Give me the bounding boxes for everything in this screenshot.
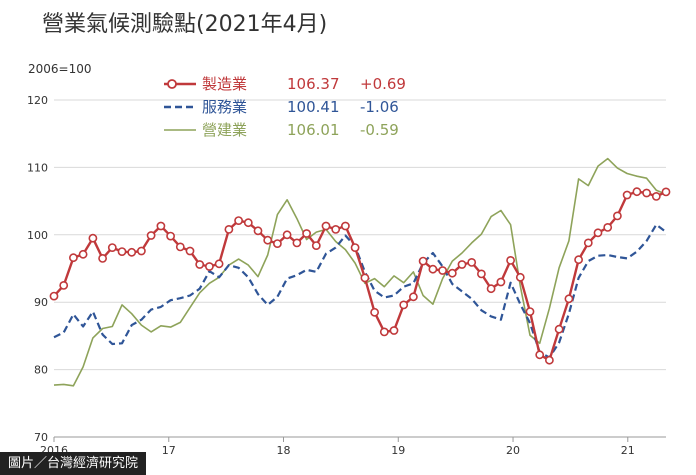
y-tick-label: 80	[34, 364, 48, 377]
data-point	[408, 292, 418, 302]
x-tick-label: 17	[162, 444, 176, 457]
legend-label-0: 製造業	[202, 75, 247, 93]
x-tick-label: 21	[621, 444, 635, 457]
data-point	[360, 273, 370, 283]
data-point	[476, 269, 486, 279]
data-point	[506, 255, 515, 265]
y-tick-label: 110	[27, 161, 48, 174]
data-point	[166, 231, 175, 241]
data-point	[331, 224, 341, 234]
data-point	[263, 235, 273, 245]
data-point	[146, 231, 156, 240]
data-point	[370, 307, 379, 317]
legend-value-0: 106.37	[287, 75, 340, 93]
data-point	[195, 260, 205, 269]
data-point	[399, 300, 409, 310]
data-point	[243, 218, 253, 228]
data-point	[438, 266, 447, 275]
series-line-2	[53, 157, 667, 387]
legend-label-2: 營建業	[202, 121, 247, 139]
data-point	[525, 307, 535, 316]
data-point	[107, 243, 117, 252]
data-point	[59, 280, 69, 290]
x-tick-label: 19	[391, 444, 405, 457]
data-point	[447, 268, 457, 278]
legend-value-2: 106.01	[287, 121, 340, 139]
data-point	[214, 259, 224, 269]
series-line-0	[53, 190, 667, 362]
data-point	[593, 228, 603, 238]
legend-change-2: -0.59	[360, 121, 399, 139]
data-point	[88, 233, 98, 243]
y-tick-label: 120	[27, 94, 48, 107]
legend-change-0: +0.69	[360, 75, 406, 93]
legend-label-1: 服務業	[202, 98, 247, 116]
data-point	[49, 291, 59, 301]
data-point	[651, 191, 661, 201]
data-point	[292, 238, 302, 248]
data-point	[428, 264, 438, 274]
data-point	[302, 229, 311, 238]
data-point	[496, 277, 506, 287]
y-tick-label: 100	[27, 229, 48, 242]
data-point	[175, 242, 185, 252]
data-point	[603, 222, 613, 232]
y-tick-label: 90	[34, 296, 48, 309]
data-point	[583, 238, 593, 248]
data-point	[127, 247, 137, 257]
image-credit: 圖片／台灣經濟研究院	[0, 452, 147, 475]
data-point	[622, 190, 632, 200]
data-point	[311, 241, 321, 250]
x-tick-label: 18	[277, 444, 291, 457]
data-point	[78, 249, 88, 259]
data-point	[661, 187, 671, 197]
x-tick-label: 20	[506, 444, 520, 457]
data-point	[515, 272, 525, 282]
data-point	[321, 221, 331, 231]
legend-change-1: -1.06	[360, 98, 399, 116]
legend-marker	[167, 79, 177, 89]
data-point	[389, 326, 399, 335]
data-point	[486, 284, 496, 294]
data-point	[98, 253, 107, 263]
y-tick-label: 70	[34, 431, 48, 444]
data-point	[156, 221, 166, 231]
data-point	[564, 294, 574, 304]
data-point	[234, 216, 243, 225]
data-point	[282, 230, 292, 240]
data-point	[117, 247, 127, 256]
data-point	[535, 350, 545, 360]
data-point	[418, 256, 428, 266]
data-point	[642, 188, 651, 198]
data-point	[554, 324, 564, 334]
data-point	[379, 327, 389, 337]
data-point	[253, 226, 263, 236]
chart-title: 營業氣候測驗點(2021年4月)	[42, 12, 328, 37]
data-point	[350, 243, 360, 252]
data-point	[632, 187, 642, 197]
data-point	[185, 246, 195, 256]
data-point	[457, 260, 467, 269]
data-point	[136, 246, 146, 256]
baseline-label: 2006=100	[28, 62, 92, 76]
data-point	[224, 224, 234, 234]
data-point	[69, 253, 78, 263]
data-point	[204, 262, 214, 271]
legend-value-1: 100.41	[287, 98, 340, 116]
data-point	[272, 239, 282, 248]
data-point	[574, 255, 583, 265]
data-point	[340, 221, 350, 231]
data-point	[467, 257, 477, 267]
data-point	[545, 355, 554, 365]
data-point	[613, 211, 622, 221]
